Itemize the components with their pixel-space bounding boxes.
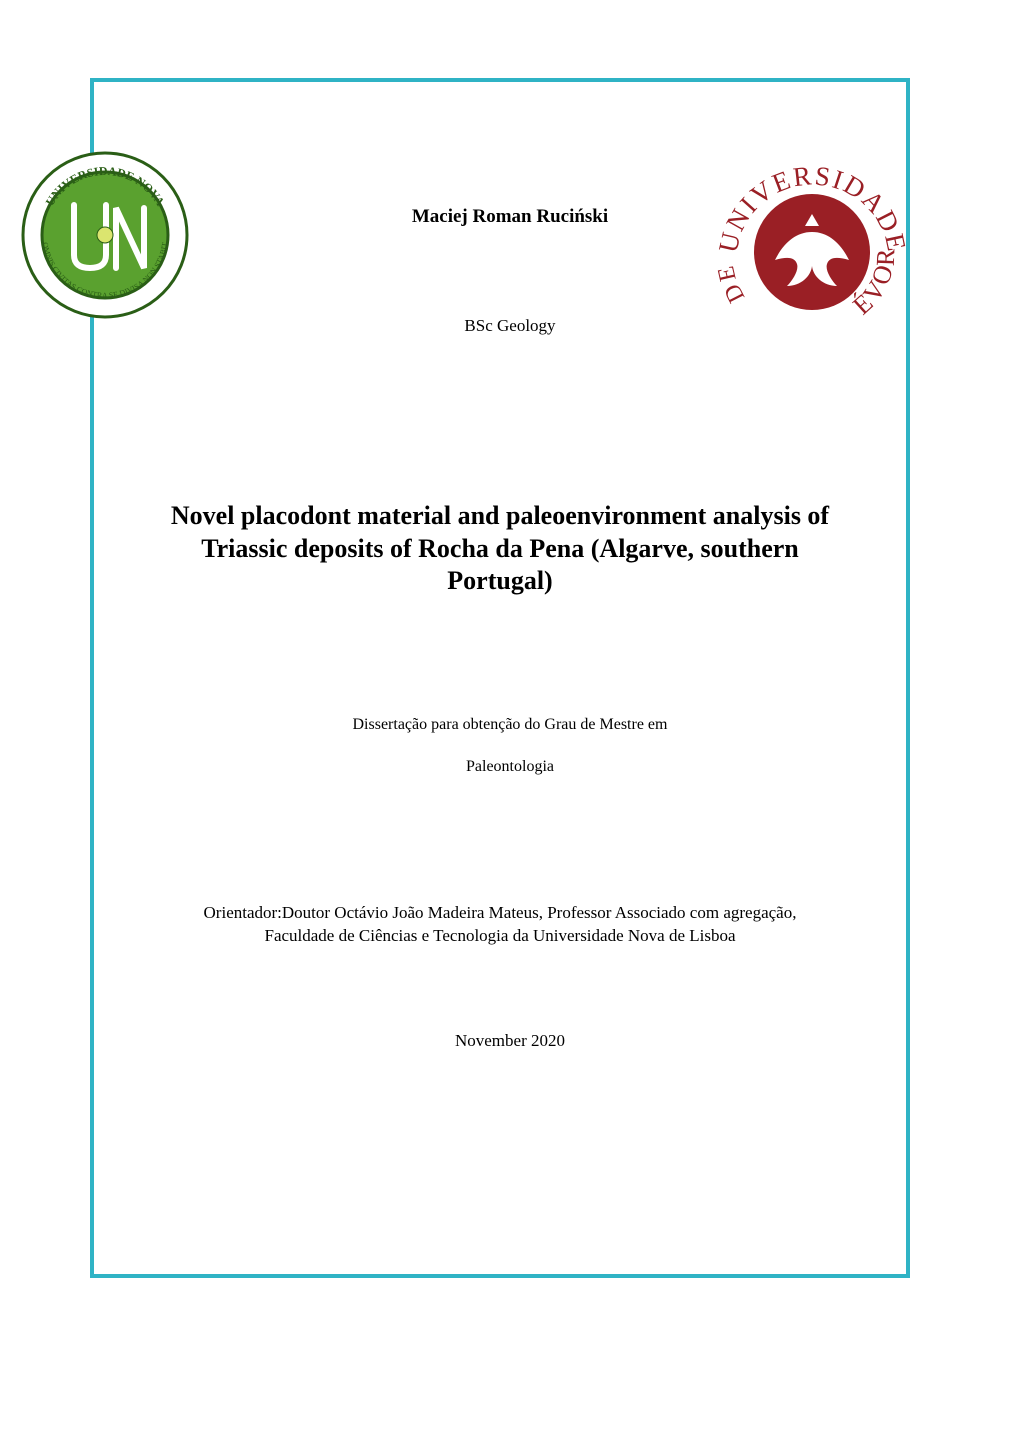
thesis-title: Novel placodont material and paleoenviro… [150, 500, 850, 598]
frame-border-top [90, 78, 910, 82]
frame-border-bottom [90, 1274, 910, 1278]
program-name: Paleontologia [0, 758, 1020, 776]
dissertation-line: Dissertação para obtenção do Grau de Mes… [0, 716, 1020, 734]
thesis-title-page: UNIVERSIDADE NOVA OMNIS CIVITAS CONTRA S… [0, 0, 1020, 1442]
advisor-label: Orientador: [204, 903, 282, 922]
university-nova-lisboa-logo: UNIVERSIDADE NOVA OMNIS CIVITAS CONTRA S… [20, 150, 190, 320]
author-name: Maciej Roman Ruciński [0, 206, 1020, 228]
advisor-text: Doutor Octávio João Madeira Mateus, Prof… [264, 903, 796, 945]
date: November 2020 [0, 1031, 1020, 1051]
author-degree: BSc Geology [0, 316, 1020, 336]
svg-text:DE: DE [715, 261, 750, 307]
advisor-block: Orientador:Doutor Octávio João Madeira M… [190, 902, 810, 948]
